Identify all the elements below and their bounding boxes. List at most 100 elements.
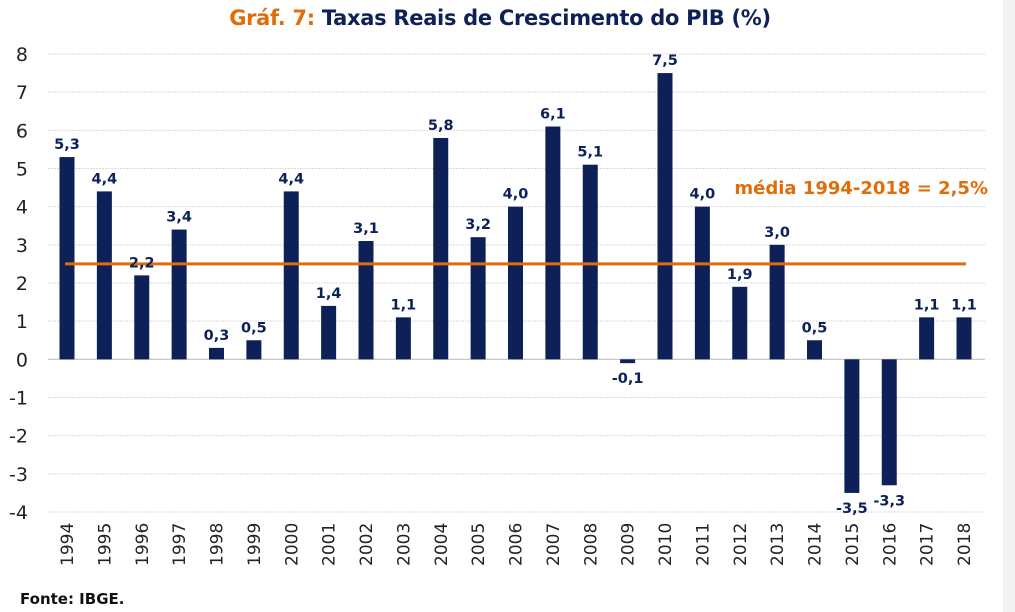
average-line-label: média 1994-2018 = 2,5% <box>734 178 988 199</box>
chart-title-prefix: Gráf. 7: <box>229 6 315 30</box>
bar <box>657 73 673 360</box>
data-label: -3,3 <box>873 493 905 509</box>
bar <box>844 359 860 493</box>
bar <box>807 340 822 360</box>
chart-title-text: Taxas Reais de Crescimento do PIB (%) <box>321 6 771 30</box>
x-tick-label: 2014 <box>806 523 826 566</box>
x-tick-label: 2016 <box>880 523 900 566</box>
data-label: 0,5 <box>802 320 828 336</box>
x-tick-label: 1995 <box>95 523 115 566</box>
average-line-group: média 1994-2018 = 2,5% <box>65 178 988 266</box>
y-tick-label: 1 <box>16 311 28 333</box>
bar <box>582 164 598 360</box>
x-tick-label: 2005 <box>469 523 489 566</box>
y-tick-label: 5 <box>16 159 28 181</box>
bar <box>470 237 486 360</box>
bar <box>433 137 449 360</box>
data-label: -0,1 <box>612 371 644 387</box>
x-tick-label: 2015 <box>843 523 863 566</box>
data-label: 4,4 <box>92 171 118 187</box>
y-tick-label: 8 <box>16 44 28 66</box>
y-tick-label: -2 <box>9 426 28 448</box>
bar <box>134 275 150 360</box>
x-tick-label: 2000 <box>282 523 302 566</box>
chart-title: Gráf. 7: Taxas Reais de Crescimento do P… <box>0 6 1000 30</box>
x-tick-label: 1999 <box>245 523 265 566</box>
data-label: 4,4 <box>278 171 304 187</box>
bar <box>732 286 748 360</box>
data-label: 5,1 <box>577 145 603 161</box>
x-tick-label: 1994 <box>58 523 78 566</box>
data-label: 3,1 <box>353 221 379 237</box>
data-labels: 5,3 4,4 2,2 3,4 0,3 0,5 4,4 1,4 3,1 1,1 5,8 3,2 4,0 6… <box>54 53 977 517</box>
y-tick-label: -4 <box>9 502 28 524</box>
source-note: Fonte: IBGE. <box>20 590 125 608</box>
data-label: 4,0 <box>503 187 529 203</box>
x-tick-label: 2006 <box>507 523 527 566</box>
x-tick-label: 2001 <box>320 523 340 566</box>
x-tick-label: 2010 <box>656 523 676 566</box>
bar <box>59 157 75 360</box>
data-label: 1,1 <box>391 297 417 313</box>
x-tick-label: 1998 <box>208 523 228 566</box>
bar <box>769 244 785 360</box>
y-tick-label: 4 <box>16 197 28 219</box>
data-label: -3,5 <box>836 501 868 517</box>
data-label: 3,0 <box>764 225 790 241</box>
bar <box>96 191 112 360</box>
bar <box>694 206 710 360</box>
data-label: 4,0 <box>690 187 716 203</box>
data-label: 2,2 <box>129 255 155 271</box>
data-label: 0,5 <box>241 320 267 336</box>
bar <box>171 229 187 360</box>
side-strip <box>1003 0 1015 612</box>
y-tick-label: 0 <box>16 349 28 371</box>
x-tick-label: 2002 <box>357 523 377 566</box>
y-tick-label: 2 <box>16 273 28 295</box>
data-label: 3,2 <box>465 217 491 233</box>
data-label: 0,3 <box>204 328 230 344</box>
gridlines <box>48 53 985 513</box>
data-label: 5,8 <box>428 118 454 134</box>
data-label: 1,9 <box>727 267 753 283</box>
x-tick-label: 2008 <box>581 523 601 566</box>
bar <box>395 317 411 360</box>
data-label: 3,4 <box>166 210 192 226</box>
bar <box>321 305 337 360</box>
x-tick-label: 2007 <box>544 523 564 566</box>
bar <box>545 126 561 360</box>
bar <box>358 241 374 360</box>
x-tick-label: 2012 <box>731 523 751 566</box>
data-label: 5,3 <box>54 137 80 153</box>
bar <box>246 340 262 360</box>
x-tick-label: 2009 <box>619 523 639 566</box>
bar <box>283 191 299 360</box>
x-axis-ticks: 1994 1995 1996 1997 1998 1999 2000 2001 2002 2003… <box>58 523 975 566</box>
data-label: 1,1 <box>914 297 940 313</box>
y-tick-label: -3 <box>9 464 28 486</box>
data-label: 1,1 <box>951 297 977 313</box>
y-tick-label: 3 <box>16 235 28 257</box>
y-tick-label: 6 <box>16 120 28 142</box>
x-tick-label: 2018 <box>955 523 975 566</box>
bars <box>59 73 972 493</box>
bar <box>919 317 935 360</box>
y-axis-ticks: 8 7 6 5 4 3 2 1 0 -1 -2 -3 -4 <box>9 44 28 524</box>
x-tick-label: 2003 <box>394 523 414 566</box>
x-tick-label: 2011 <box>693 523 713 566</box>
x-tick-label: 2017 <box>918 523 938 566</box>
bar <box>881 359 897 486</box>
bar <box>956 317 972 360</box>
data-label: 6,1 <box>540 107 566 123</box>
x-tick-label: 1997 <box>170 523 190 566</box>
y-tick-label: 7 <box>16 82 28 104</box>
y-tick-label: -1 <box>9 388 28 410</box>
data-label: 7,5 <box>652 53 678 69</box>
bar <box>620 359 636 364</box>
bar <box>209 347 224 360</box>
bar <box>508 206 523 360</box>
x-tick-label: 1996 <box>133 523 153 566</box>
x-tick-label: 2004 <box>432 523 452 566</box>
x-tick-label: 2013 <box>768 523 788 566</box>
